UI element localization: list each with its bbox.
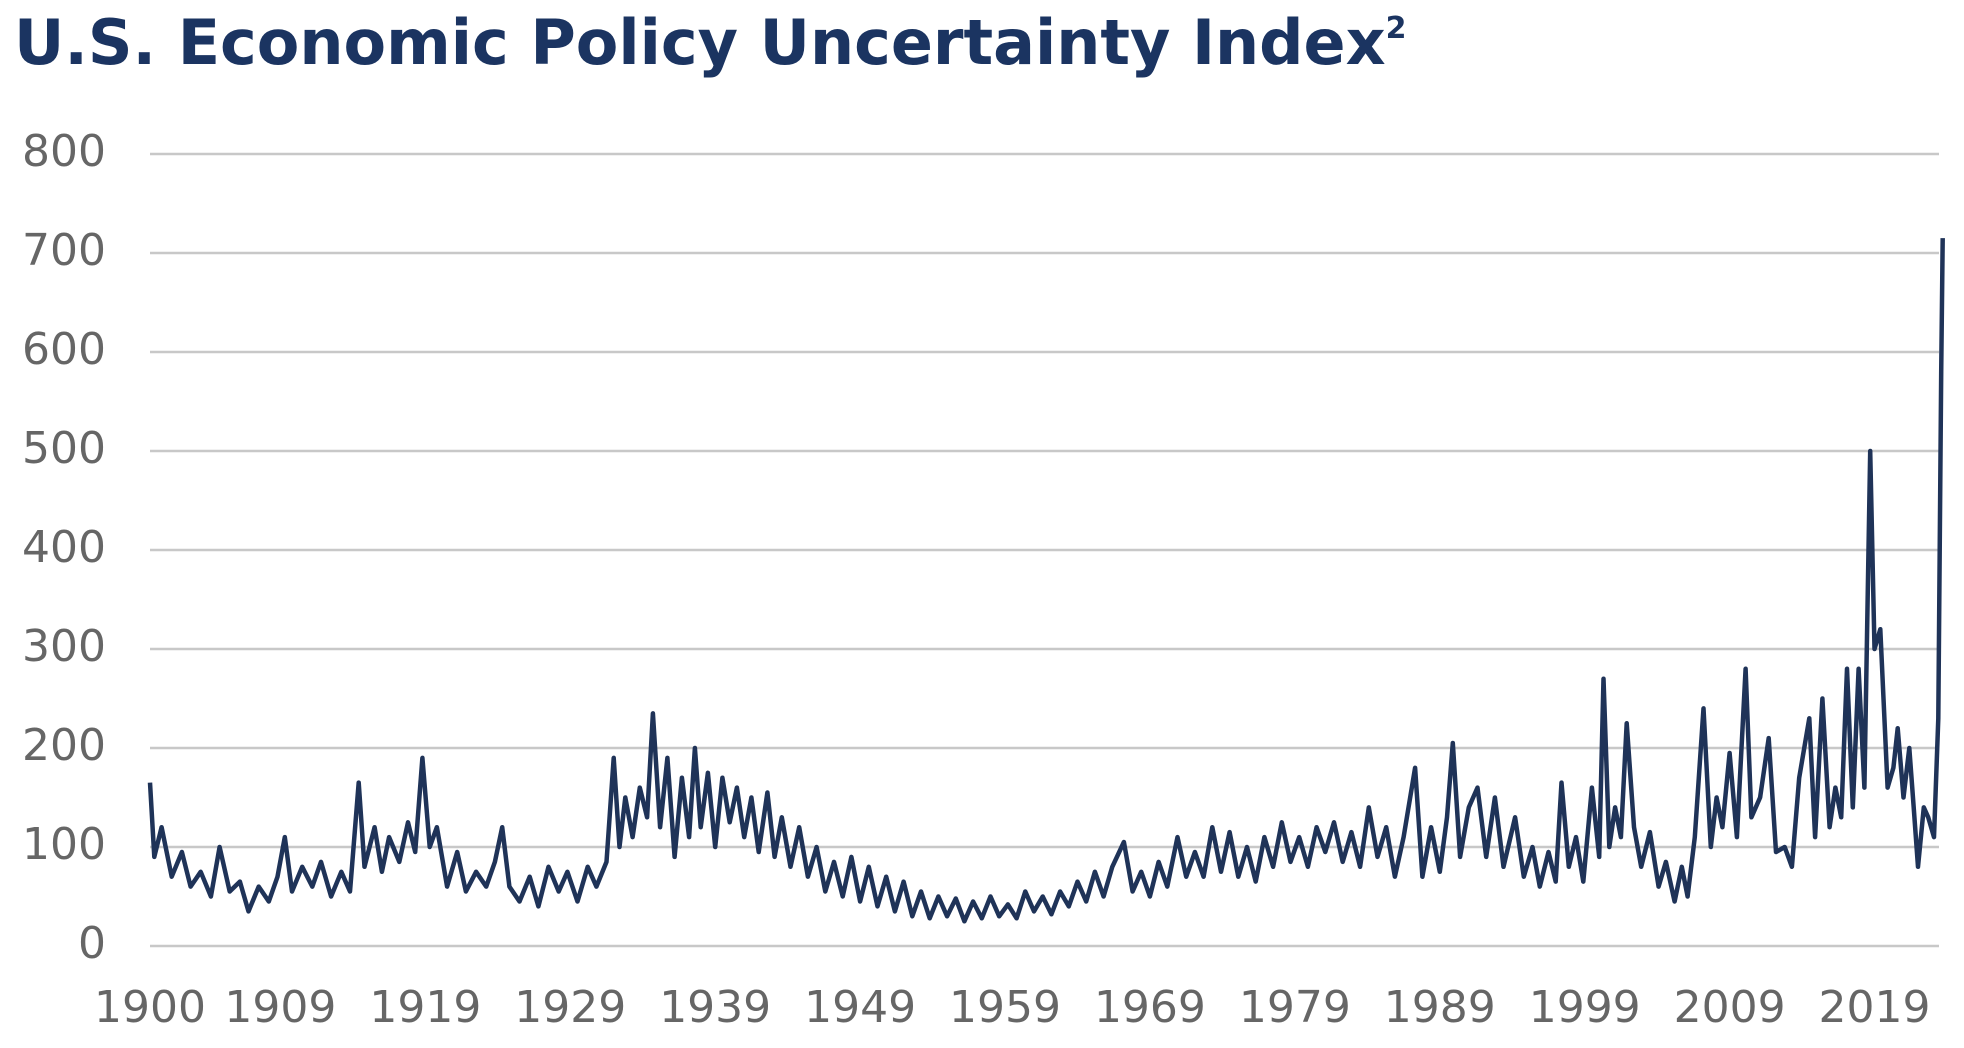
x-tick-label: 2009	[1674, 982, 1786, 1033]
y-tick-label: 400	[22, 522, 106, 573]
x-tick-label: 1959	[949, 982, 1061, 1033]
series-line	[147, 238, 1945, 924]
x-tick-label: 1999	[1529, 982, 1641, 1033]
x-tick-label: 1939	[659, 982, 771, 1033]
x-tick-label: 1949	[804, 982, 916, 1033]
y-tick-label: 0	[78, 918, 106, 969]
y-tick-label: 800	[22, 126, 106, 177]
x-tick-label: 1909	[224, 982, 336, 1033]
title-text: U.S. Economic Policy Uncertainty Index	[14, 6, 1386, 79]
x-tick-label: 1929	[514, 982, 626, 1033]
x-tick-label: 1919	[369, 982, 481, 1033]
x-tick-label: 1989	[1384, 982, 1496, 1033]
x-tick-label: 1979	[1239, 982, 1351, 1033]
y-tick-label: 600	[22, 324, 106, 375]
x-tick-label: 1900	[94, 982, 206, 1033]
chart-title: U.S. Economic Policy Uncertainty Index2	[14, 6, 1406, 79]
x-tick-label: 2019	[1819, 982, 1931, 1033]
y-tick-label: 300	[22, 621, 106, 672]
y-tick-label: 500	[22, 423, 106, 474]
y-tick-label: 200	[22, 720, 106, 771]
title-note: 2	[1386, 11, 1407, 46]
y-tick-label: 700	[22, 225, 106, 276]
y-tick-label: 100	[22, 819, 106, 870]
x-tick-label: 1969	[1094, 982, 1206, 1033]
